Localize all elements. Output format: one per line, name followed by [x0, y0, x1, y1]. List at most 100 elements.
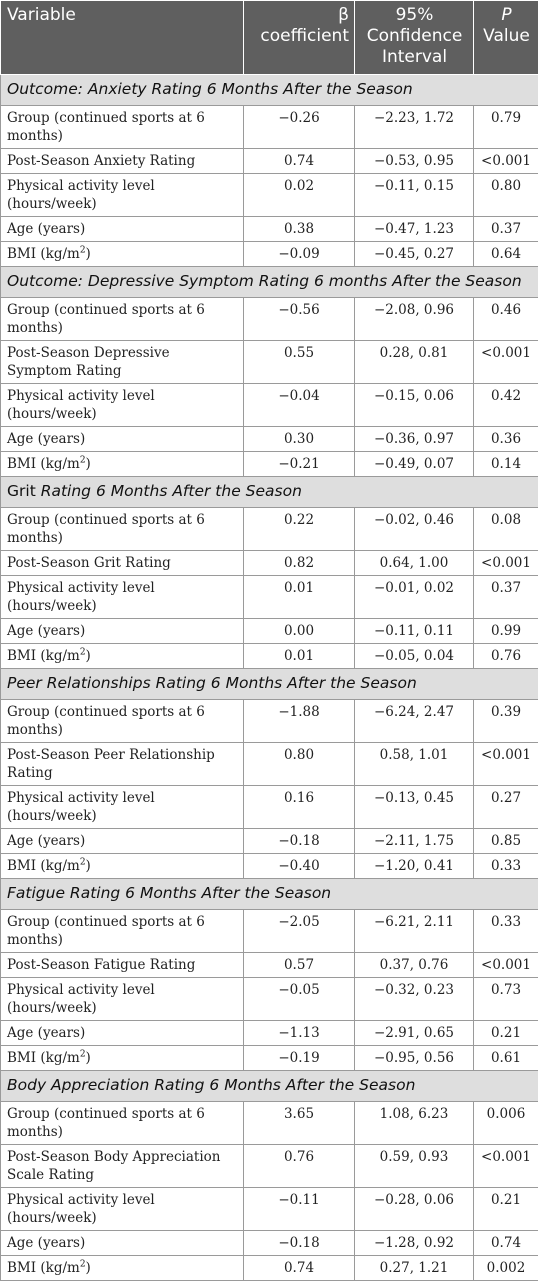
beta-cell: −0.09: [244, 242, 355, 267]
p-value-cell: 0.79: [474, 106, 538, 149]
p-value-cell: <0.001: [474, 149, 538, 174]
section-header: Outcome: Depressive Symptom Rating 6 mon…: [1, 267, 538, 298]
variable-label-end: ): [86, 648, 91, 664]
variable-label-end: ): [86, 246, 91, 262]
variable-cell: Post-Season Peer Relationship Rating: [1, 743, 244, 786]
variable-label: Post-Season Fatigue Rating: [7, 957, 195, 973]
variable-label: Group (continued sports at 6 months): [7, 302, 205, 336]
variable-label: Age (years): [7, 431, 85, 447]
beta-cell: 3.65: [244, 1102, 355, 1145]
p-value-cell: 0.85: [474, 829, 538, 854]
variable-cell: Age (years): [1, 829, 244, 854]
p-value-cell: 0.80: [474, 174, 538, 217]
variable-cell: BMI (kg/m2): [1, 1046, 244, 1071]
p-value-cell: 0.99: [474, 619, 538, 644]
section-title-prefix: Grit: [7, 482, 36, 500]
variable-cell: Group (continued sports at 6 months): [1, 910, 244, 953]
beta-cell: 0.74: [244, 1256, 355, 1281]
p-value-cell: 0.33: [474, 854, 538, 879]
beta-cell: −0.40: [244, 854, 355, 879]
variable-cell: Age (years): [1, 427, 244, 452]
beta-cell: −0.05: [244, 978, 355, 1021]
variable-cell: Post-Season Grit Rating: [1, 551, 244, 576]
variable-label-end: ): [86, 456, 91, 472]
ci-cell: −6.24, 2.47: [355, 700, 474, 743]
beta-cell: 0.22: [244, 508, 355, 551]
table-row: Group (continued sports at 6 months)−1.8…: [1, 700, 538, 743]
ci-cell: −0.95, 0.56: [355, 1046, 474, 1071]
variable-cell: Post-Season Body Appreciation Scale Rati…: [1, 1145, 244, 1188]
p-value-cell: 0.14: [474, 452, 538, 477]
section-title-text: Body Appreciation Rating 6 Months After …: [7, 1076, 415, 1094]
variable-cell: Physical activity level (hours/week): [1, 576, 244, 619]
ci-cell: −0.13, 0.45: [355, 786, 474, 829]
beta-cell: 0.38: [244, 217, 355, 242]
p-value-cell: 0.64: [474, 242, 538, 267]
table-row: Physical activity level (hours/week) 0.01…: [1, 576, 538, 619]
beta-cell: −2.05: [244, 910, 355, 953]
variable-cell: BMI (kg/m2): [1, 242, 244, 267]
ci-cell: 0.59, 0.93: [355, 1145, 474, 1188]
variable-label: Post-Season Anxiety Rating: [7, 153, 195, 169]
section-title-text: Outcome: Depressive Symptom Rating 6 mon…: [7, 272, 522, 290]
table-row: Group (continued sports at 6 months) 3.65…: [1, 1102, 538, 1145]
ci-cell: −0.01, 0.02: [355, 576, 474, 619]
header-variable: Variable: [1, 1, 244, 75]
section-title: Body Appreciation Rating 6 Months After …: [1, 1071, 538, 1102]
ci-cell: 0.58, 1.01: [355, 743, 474, 786]
ci-cell: −0.15, 0.06: [355, 384, 474, 427]
ci-cell: −0.11, 0.15: [355, 174, 474, 217]
variable-label: BMI (kg/m: [7, 1260, 80, 1276]
variable-cell: Age (years): [1, 619, 244, 644]
variable-label: Group (continued sports at 6 months): [7, 914, 205, 948]
variable-label: BMI (kg/m: [7, 456, 80, 472]
variable-cell: Physical activity level (hours/week): [1, 174, 244, 217]
p-value-cell: 0.33: [474, 910, 538, 953]
table-body: Outcome: Anxiety Rating 6 Months After t…: [1, 75, 538, 1281]
variable-label: Post-Season Peer Relationship Rating: [7, 747, 215, 781]
variable-label: Group (continued sports at 6 months): [7, 512, 205, 546]
table-row: Physical activity level (hours/week)−0.1…: [1, 1188, 538, 1231]
ci-cell: 0.27, 1.21: [355, 1256, 474, 1281]
variable-label: Age (years): [7, 833, 85, 849]
section-title: Grit Rating 6 Months After the Season: [1, 477, 538, 508]
table-row: Group (continued sports at 6 months)−0.2…: [1, 106, 538, 149]
variable-cell: Physical activity level (hours/week): [1, 978, 244, 1021]
beta-cell: −0.26: [244, 106, 355, 149]
variable-label: Group (continued sports at 6 months): [7, 1106, 205, 1140]
variable-label: Group (continued sports at 6 months): [7, 704, 205, 738]
beta-cell: −0.04: [244, 384, 355, 427]
variable-cell: Age (years): [1, 217, 244, 242]
beta-cell: −0.21: [244, 452, 355, 477]
p-value-cell: 0.08: [474, 508, 538, 551]
ci-cell: 0.64, 1.00: [355, 551, 474, 576]
variable-cell: Physical activity level (hours/week): [1, 786, 244, 829]
table-row: Physical activity level (hours/week)−0.0…: [1, 384, 538, 427]
beta-cell: 0.82: [244, 551, 355, 576]
p-value-cell: 0.42: [474, 384, 538, 427]
p-value-cell: 0.76: [474, 644, 538, 669]
variable-label: Physical activity level (hours/week): [7, 790, 155, 824]
beta-cell: 0.01: [244, 576, 355, 619]
p-value-cell: 0.21: [474, 1021, 538, 1046]
p-value-cell: 0.46: [474, 298, 538, 341]
table-row: Post-Season Body Appreciation Scale Rati…: [1, 1145, 538, 1188]
variable-label-end: ): [86, 858, 91, 874]
ci-cell: −0.11, 0.11: [355, 619, 474, 644]
beta-cell: 0.16: [244, 786, 355, 829]
variable-cell: Age (years): [1, 1021, 244, 1046]
variable-label: Physical activity level (hours/week): [7, 580, 155, 614]
p-value-cell: 0.21: [474, 1188, 538, 1231]
beta-cell: 0.00: [244, 619, 355, 644]
ci-cell: 1.08, 6.23: [355, 1102, 474, 1145]
p-value-cell: 0.61: [474, 1046, 538, 1071]
section-title: Peer Relationships Rating 6 Months After…: [1, 669, 538, 700]
p-value-cell: 0.74: [474, 1231, 538, 1256]
